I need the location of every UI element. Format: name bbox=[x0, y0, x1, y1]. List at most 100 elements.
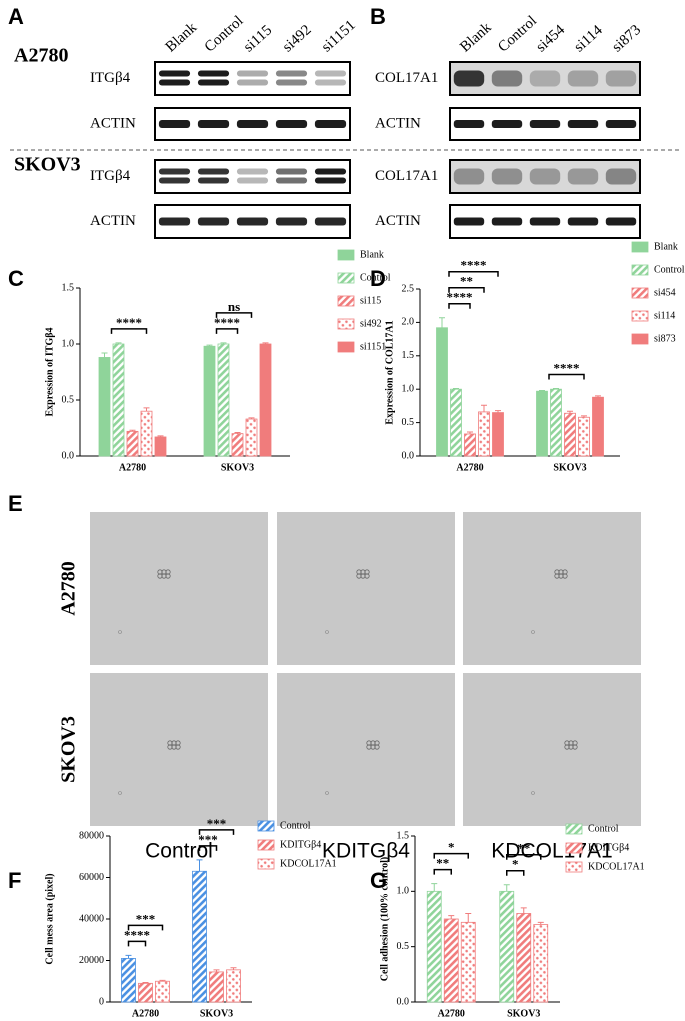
y-axis-label: Expression of COL17A1 bbox=[384, 320, 395, 424]
y-tick-label: 1.0 bbox=[402, 383, 415, 394]
error-bar bbox=[248, 417, 255, 420]
bar bbox=[154, 436, 167, 457]
legend-swatch bbox=[631, 333, 649, 345]
band bbox=[453, 70, 485, 87]
cell-cluster bbox=[558, 569, 564, 575]
significance-label: ** bbox=[517, 841, 530, 856]
band bbox=[236, 70, 269, 77]
band bbox=[158, 79, 191, 86]
legend-label: si454 bbox=[654, 287, 676, 298]
debris bbox=[325, 630, 329, 634]
blot-target: ITGβ4 bbox=[90, 168, 131, 184]
legend-label: Blank bbox=[360, 249, 384, 260]
error-bar bbox=[465, 912, 472, 923]
micrograph bbox=[90, 512, 268, 665]
significance-label: **** bbox=[116, 315, 142, 330]
error-bar bbox=[213, 969, 220, 972]
error-bar bbox=[448, 915, 455, 919]
bar bbox=[550, 388, 562, 457]
band bbox=[314, 70, 347, 77]
y-tick-label: 20000 bbox=[79, 955, 104, 966]
lane-label: si114 bbox=[571, 22, 606, 56]
band bbox=[158, 168, 191, 175]
y-tick-label: 1.5 bbox=[62, 282, 75, 293]
y-tick-label: 0.0 bbox=[62, 450, 75, 461]
cell-line-label: SKOV3 bbox=[14, 154, 81, 176]
bar bbox=[492, 412, 504, 457]
y-tick-label: 1.5 bbox=[402, 350, 415, 361]
legend-swatch bbox=[631, 310, 649, 322]
significance-label: ** bbox=[436, 856, 449, 871]
legend-label: KDCOL17A1 bbox=[588, 861, 645, 872]
significance-label: **** bbox=[461, 258, 487, 273]
y-axis-label: Expression of ITGβ4 bbox=[44, 328, 55, 417]
bar bbox=[592, 396, 604, 457]
debris bbox=[325, 791, 329, 795]
significance-bracket bbox=[215, 312, 253, 318]
bar bbox=[436, 327, 448, 457]
bar bbox=[460, 921, 476, 1003]
cell-cluster bbox=[568, 744, 574, 750]
band bbox=[275, 217, 308, 226]
lane-label: Control bbox=[202, 13, 247, 56]
significance-bracket bbox=[448, 270, 499, 277]
legend-label: KDCOL17A1 bbox=[280, 858, 337, 869]
significance-label: **** bbox=[124, 927, 150, 942]
debris bbox=[531, 791, 535, 795]
y-tick-label: 80000 bbox=[79, 830, 104, 841]
band bbox=[453, 168, 485, 185]
bar bbox=[245, 418, 258, 457]
band bbox=[567, 120, 599, 128]
x-tick-label: A2780 bbox=[119, 462, 146, 473]
error-bar bbox=[467, 431, 473, 434]
micrograph bbox=[463, 673, 641, 826]
band bbox=[236, 177, 269, 184]
error-bar bbox=[567, 410, 573, 414]
cell-cluster bbox=[564, 740, 570, 746]
error-bar bbox=[581, 415, 587, 418]
micrograph bbox=[463, 512, 641, 665]
x-tick-label: A2780 bbox=[132, 1008, 159, 1019]
significance-label: * bbox=[448, 840, 455, 855]
blot-target: ITGβ4 bbox=[90, 70, 131, 86]
band bbox=[158, 177, 191, 184]
legend-label: Control bbox=[360, 272, 391, 283]
bar bbox=[464, 433, 476, 457]
band bbox=[158, 217, 191, 226]
blot-box bbox=[449, 159, 641, 194]
error-bar bbox=[553, 388, 559, 390]
debris bbox=[118, 791, 122, 795]
panel-letter: D bbox=[370, 266, 386, 291]
legend-swatch bbox=[257, 820, 275, 832]
lane-label: si492 bbox=[280, 22, 315, 56]
legend-label: Blank bbox=[654, 241, 678, 252]
legend-swatch bbox=[337, 295, 355, 307]
micrograph bbox=[90, 673, 268, 826]
significance-label: *** bbox=[207, 816, 227, 831]
error-bar bbox=[230, 967, 237, 970]
bar bbox=[155, 980, 170, 1003]
bar bbox=[192, 870, 207, 1003]
legend-swatch bbox=[565, 861, 583, 873]
legend-label: Control bbox=[280, 820, 311, 831]
legend-swatch bbox=[631, 264, 649, 276]
x-tick-label: SKOV3 bbox=[221, 462, 254, 473]
band bbox=[529, 120, 561, 128]
legend-swatch bbox=[631, 287, 649, 299]
band bbox=[529, 168, 561, 185]
error-bar bbox=[481, 404, 487, 412]
cell-cluster bbox=[572, 740, 578, 746]
x-tick-label: SKOV3 bbox=[507, 1008, 540, 1019]
legend-swatch bbox=[257, 839, 275, 851]
blot-target: ACTIN bbox=[375, 115, 421, 131]
error-bar bbox=[129, 429, 136, 432]
error-bar bbox=[159, 979, 166, 982]
x-tick-label: SKOV3 bbox=[553, 462, 586, 473]
legend-label: si114 bbox=[654, 310, 675, 321]
y-tick-label: 0.0 bbox=[397, 996, 410, 1007]
bar bbox=[478, 411, 490, 457]
band bbox=[275, 70, 308, 77]
band bbox=[567, 168, 599, 185]
y-tick-label: 1.0 bbox=[397, 886, 410, 897]
cell-cluster bbox=[165, 569, 171, 575]
